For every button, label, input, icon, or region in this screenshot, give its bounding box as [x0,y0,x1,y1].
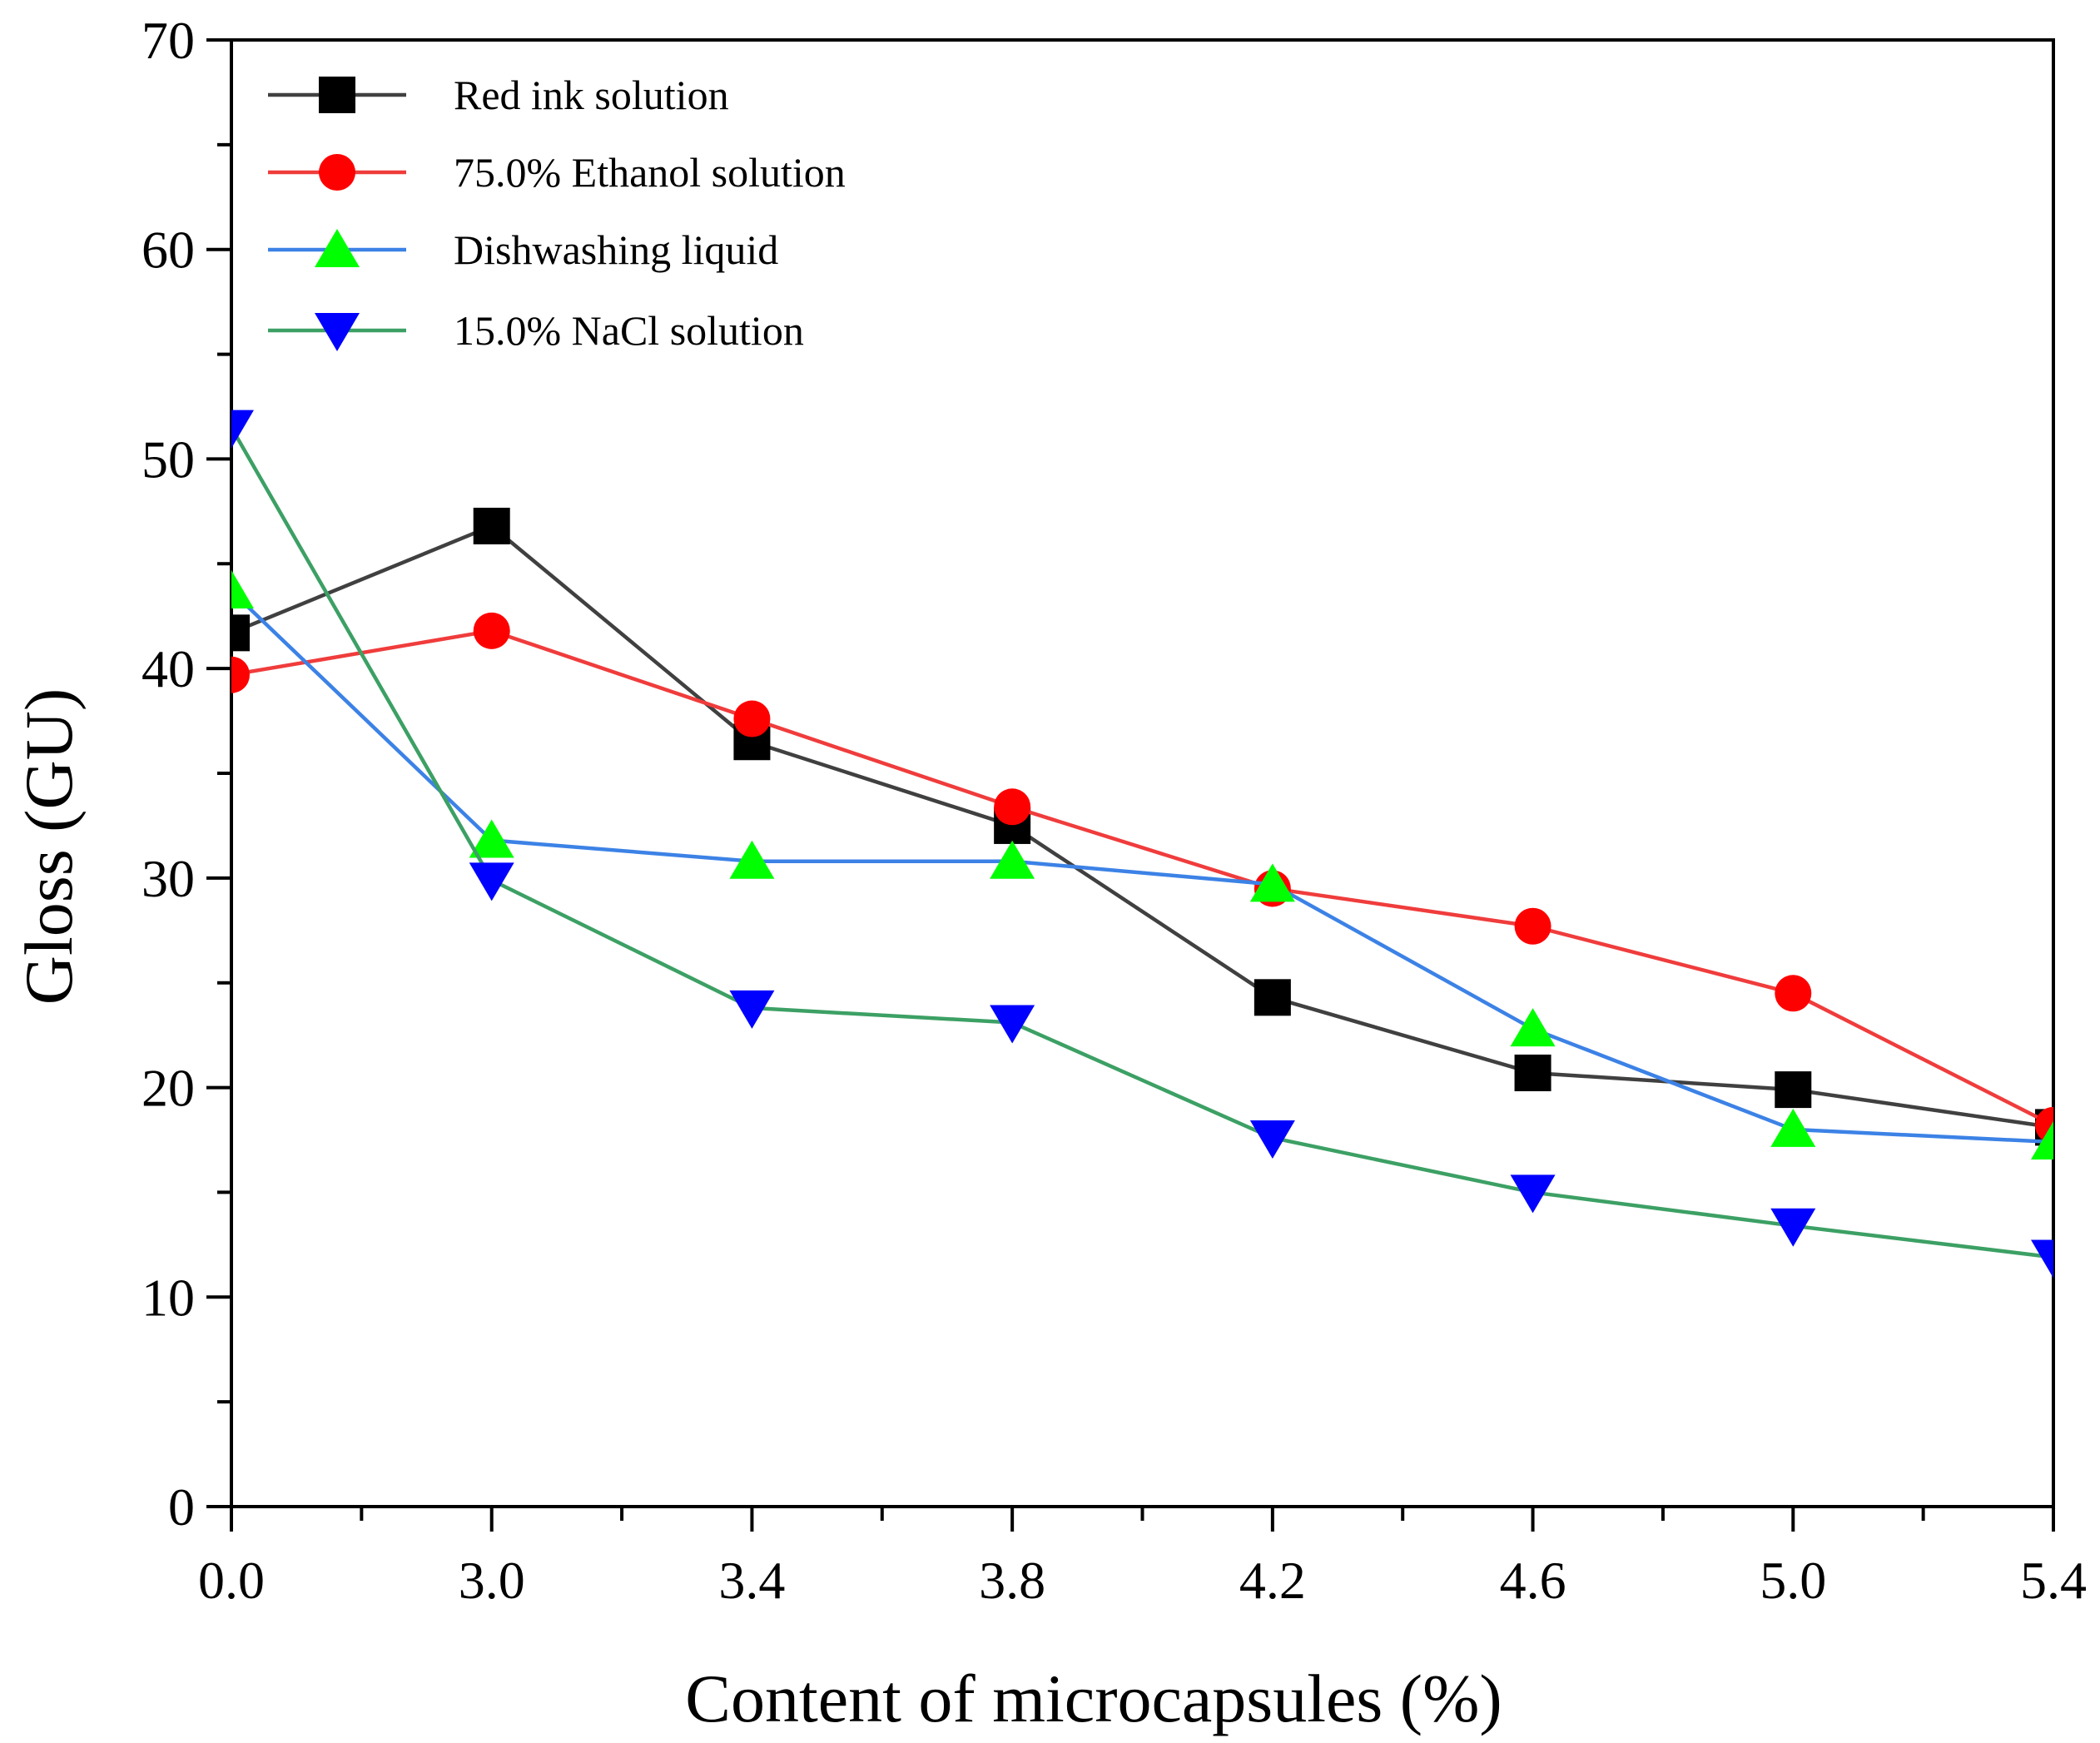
data-point [1510,1174,1556,1214]
series-group [231,612,2053,1144]
y-tick-label: 70 [141,11,195,70]
y-tick-label: 30 [141,849,195,908]
y-tick-label: 60 [141,221,195,280]
data-point [231,410,254,449]
x-axis-title: Content of microcapsules (%) [685,1661,1502,1736]
data-point [1254,979,1291,1016]
data-point [469,862,514,901]
data-point [1514,1054,1551,1091]
data-point [1775,975,1812,1012]
data-point [1249,863,1295,902]
y-tick-label: 50 [141,430,195,489]
data-point [473,612,510,649]
legend-label: Red ink solution [454,72,729,118]
x-tick-label: 5.0 [1760,1551,1826,1610]
legend-marker [315,313,360,351]
legend-label: 15.0% NaCl solution [454,307,804,354]
series-line [231,426,2053,1259]
y-tick-label: 10 [141,1268,195,1327]
x-tick-label: 3.8 [979,1551,1045,1610]
x-axis: 0.0 3.0 3.4 3.8 4.2 4.6 5.0 5.4 [198,1507,2087,1610]
legend-marker [315,229,360,267]
legend-label: 75.0% Ethanol solution [454,149,846,196]
data-point [994,788,1031,826]
y-tick-label: 20 [141,1059,195,1118]
data-point [1510,1008,1556,1047]
series-group [231,410,2053,1279]
y-axis-title: Gloss (GU) [11,688,87,1005]
data-point [473,507,510,544]
data-point [1775,1071,1812,1109]
x-tick-label: 5.4 [2020,1551,2087,1610]
legend-marker [319,77,355,113]
data-point [729,990,775,1029]
data-point [231,656,250,693]
x-tick-label: 4.6 [1500,1551,1566,1610]
data-point [2031,1239,2053,1279]
data-point [1514,907,1551,945]
y-tick-label: 40 [141,639,195,698]
series-line [231,589,2053,1145]
series-group [231,570,2053,1160]
y-tick-label: 0 [168,1477,195,1537]
data-point [990,1005,1035,1044]
series-line [231,524,2053,1130]
data-point [1770,1208,1816,1247]
data-point [469,819,514,858]
data-point [1249,1120,1295,1159]
series-line [231,628,2053,1127]
data-point [990,840,1035,879]
x-tick-label: 3.0 [459,1551,525,1610]
data-point [733,700,771,737]
data-point [1770,1108,1816,1147]
x-tick-label: 3.4 [718,1551,785,1610]
legend: Red ink solution 75.0% Ethanol solution Di… [268,72,846,354]
legend-label: Dishwashing liquid [454,226,778,273]
data-point [729,840,775,879]
series-group [231,507,2053,1146]
data-point [231,570,254,609]
data-point [2031,1121,2053,1160]
x-tick-label: 0.0 [198,1551,265,1610]
series-layer [231,410,2053,1279]
data-point [231,614,250,652]
x-tick-label: 4.2 [1239,1551,1306,1610]
y-axis: 0 10 20 30 40 50 60 70 [141,11,231,1537]
legend-marker [319,154,355,191]
